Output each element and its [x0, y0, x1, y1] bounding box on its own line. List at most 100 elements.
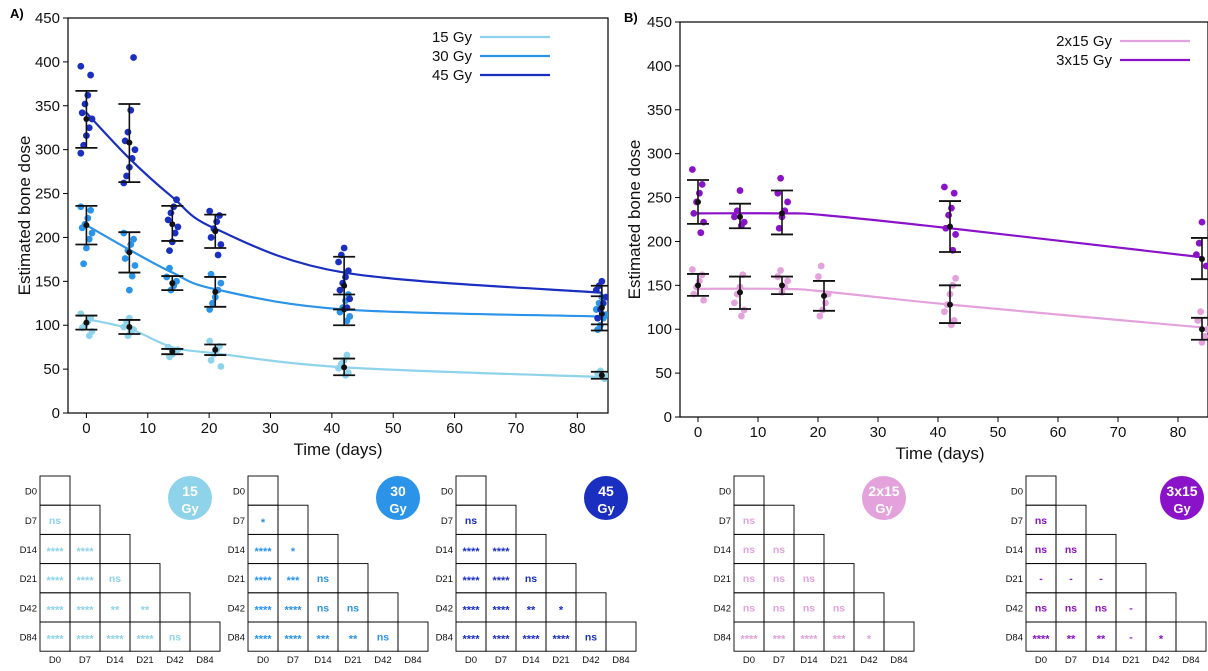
matrix-cell: [1145, 592, 1177, 623]
data-point: [784, 277, 791, 285]
significance-value: *: [1159, 634, 1164, 646]
significance-value: ns: [1035, 515, 1047, 527]
matrix-col-label: D84: [612, 655, 629, 666]
matrix-cell: [515, 533, 547, 565]
matrix-row-label: D42: [714, 603, 731, 614]
significance-value: -: [1069, 573, 1073, 585]
matrix-col-label: D7: [79, 655, 91, 666]
x-tick-label: 50: [990, 424, 1007, 441]
matrix-row-label: D0: [25, 487, 37, 498]
data-point: [130, 54, 137, 61]
mean-marker: [169, 348, 176, 355]
matrix-col-label: D84: [196, 655, 213, 666]
significance-value: ns: [1035, 602, 1047, 614]
matrix-cell: [277, 504, 309, 535]
dose-badge-value: 15: [182, 483, 198, 499]
matrix-row-label: D84: [228, 633, 245, 644]
matrix-row-label: D14: [20, 545, 37, 556]
significance-value: ****: [1032, 634, 1050, 646]
matrix-row-label: D21: [436, 574, 453, 585]
data-point: [816, 312, 824, 320]
mean-marker: [212, 346, 219, 353]
data-point: [1204, 325, 1208, 333]
significance-value: ns: [773, 544, 785, 556]
significance-value: **: [527, 604, 536, 616]
matrix-col-label: D42: [1152, 655, 1169, 666]
significance-value: ns: [49, 515, 61, 527]
significance-value: ****: [106, 634, 124, 646]
matrix-cell: [189, 621, 221, 652]
dose-badge-unit: Gy: [875, 501, 893, 516]
data-point: [602, 293, 608, 301]
significance-value: ns: [465, 515, 477, 527]
data-point: [131, 262, 139, 269]
data-point: [171, 229, 179, 237]
significance-value: ****: [136, 634, 154, 646]
matrix-row-label: D7: [441, 516, 453, 527]
significance-value: ****: [462, 634, 480, 646]
matrix-col-label: D42: [374, 655, 391, 666]
significance-value: ****: [76, 575, 94, 587]
data-point: [1194, 317, 1202, 324]
data-point: [209, 299, 216, 307]
data-point: [335, 364, 342, 372]
matrix-col-label: D0: [743, 655, 755, 666]
data-point: [174, 223, 182, 231]
matrix-row-label: D0: [441, 487, 453, 498]
significance-value: ***: [833, 634, 847, 646]
matrix-col-label: D14: [800, 655, 817, 666]
matrix-col-label: D0: [1035, 655, 1047, 666]
y-tick-label: 0: [664, 409, 672, 426]
matrix-col-label: D7: [773, 655, 785, 666]
dose-badge: [584, 476, 628, 520]
significance-value: ns: [1095, 602, 1107, 614]
significance-value: ns: [347, 602, 359, 614]
matrix-row-label: D0: [719, 487, 731, 498]
significance-value: ****: [492, 575, 510, 587]
data-point: [775, 224, 783, 232]
matrix-cell: [793, 533, 825, 565]
significance-value: ns: [377, 632, 389, 644]
matrix-cell: [307, 533, 339, 565]
data-point: [125, 286, 133, 294]
data-point: [950, 189, 958, 197]
mean-marker: [598, 304, 605, 311]
mean-marker: [947, 223, 953, 230]
matrix-cell: [823, 563, 855, 594]
data-point: [343, 351, 351, 359]
data-point: [336, 286, 344, 294]
significance-value: **: [111, 604, 120, 616]
mean-marker: [821, 292, 827, 299]
matrix-row-label: D14: [1006, 545, 1023, 556]
data-point: [217, 363, 225, 370]
data-point: [127, 106, 135, 114]
data-point: [217, 241, 225, 248]
significance-value: -: [1099, 573, 1103, 585]
x-tick-label: 20: [810, 424, 827, 441]
significance-value: *: [291, 546, 296, 558]
matrix-cell: [129, 563, 161, 594]
significance-value: ns: [1035, 544, 1047, 556]
data-point: [128, 272, 136, 280]
data-point: [166, 353, 173, 361]
data-point: [84, 214, 92, 222]
x-axis-label: Time (days): [293, 440, 382, 459]
data-point: [164, 216, 172, 224]
significance-value: ****: [800, 634, 818, 646]
mean-marker: [779, 210, 785, 217]
significance-value: -: [1129, 602, 1133, 614]
mean-marker: [341, 364, 348, 371]
mean-marker: [126, 139, 133, 146]
matrix-cell: [159, 592, 191, 623]
significance-value: ns: [585, 632, 597, 644]
matrix-col-label: D21: [344, 655, 361, 666]
matrix-cell: [247, 475, 279, 506]
significance-value: ****: [740, 634, 758, 646]
significance-value: ****: [462, 604, 480, 616]
mean-marker: [169, 280, 176, 287]
matrix-col-label: D21: [552, 655, 569, 666]
matrix-cell: [1055, 504, 1087, 535]
dose-badge-unit: Gy: [181, 501, 199, 516]
